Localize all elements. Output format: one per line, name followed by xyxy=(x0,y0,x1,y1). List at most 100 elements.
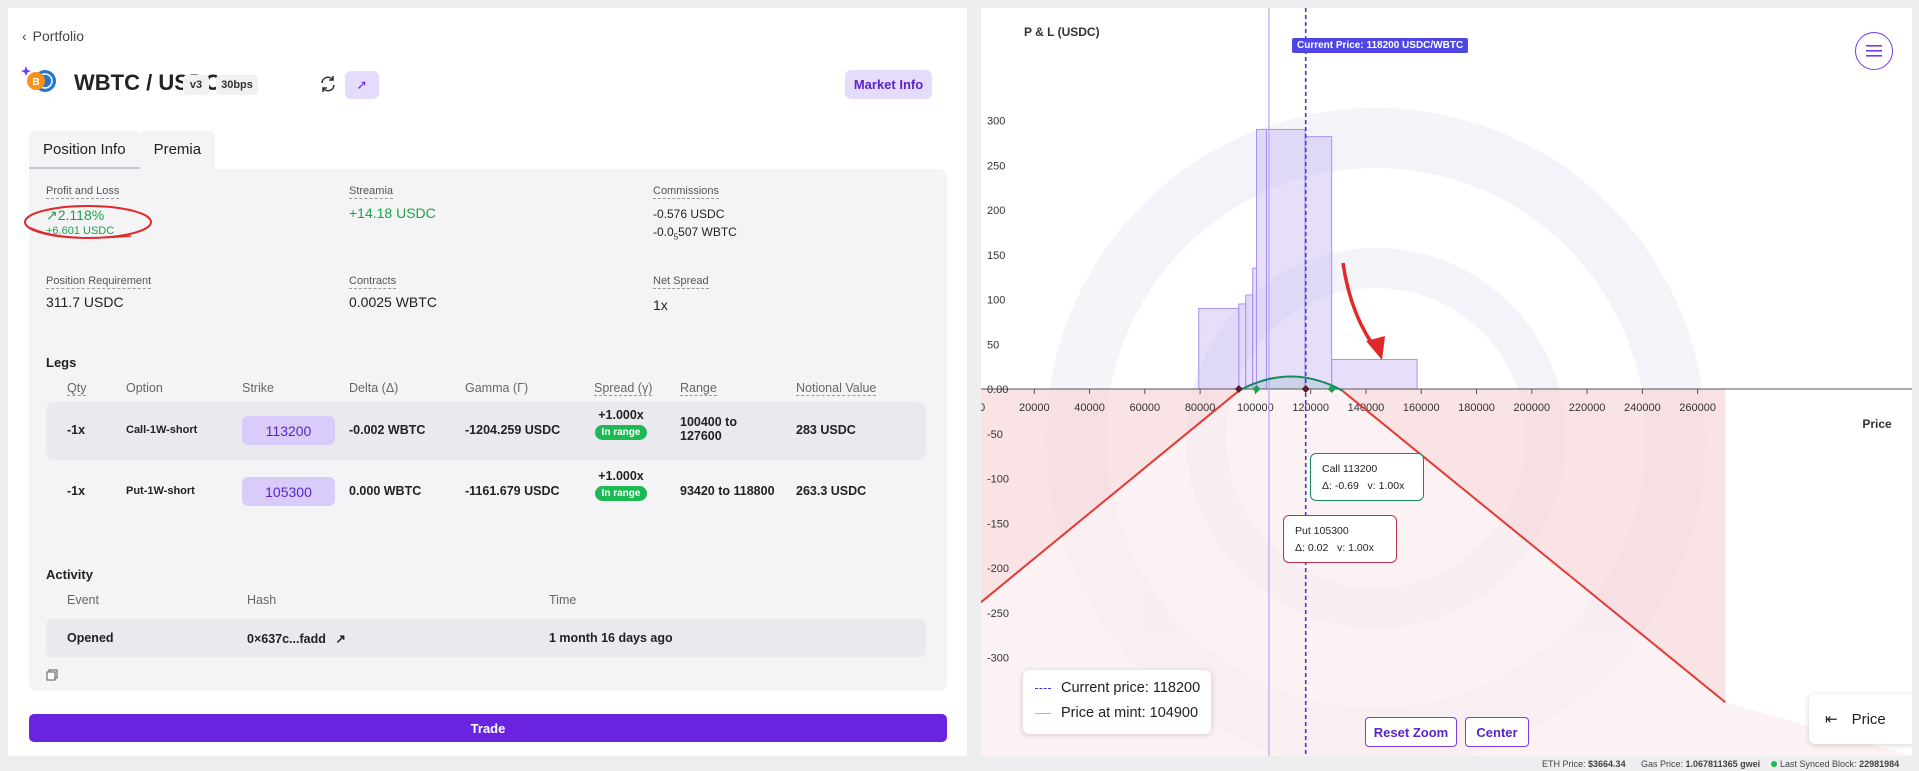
pnl-label: Profit and Loss xyxy=(46,185,120,199)
pnl-usdc: +6.601 USDC xyxy=(46,225,115,237)
strike-marker xyxy=(1301,385,1310,393)
call-callout: Call 113200 Δ: -0.69 v: 1.00x xyxy=(1310,453,1424,501)
strike-marker xyxy=(1252,385,1261,393)
x-tick-label: 80000 xyxy=(1185,402,1216,414)
external-link-icon: ↗ xyxy=(335,632,346,646)
leg-strike[interactable]: 105300 xyxy=(242,477,335,506)
activity-header-time: Time xyxy=(549,593,577,607)
legs-header-spread: Spread (γ) xyxy=(594,381,653,396)
share-arrow-icon: ➚ xyxy=(356,77,368,92)
loss-area-lower xyxy=(981,389,1912,756)
x-tick-label: 180000 xyxy=(1458,402,1495,414)
eth-price: ETH Price: $3664.34 xyxy=(1542,759,1626,769)
position-requirement-value: 311.7 USDC xyxy=(46,294,124,310)
legs-header-range: Range xyxy=(680,381,717,396)
profit-area xyxy=(1238,375,1343,389)
y-tick-label: 100 xyxy=(987,295,1005,307)
price-axis-toggle[interactable]: ⇤ Price xyxy=(1809,694,1912,744)
pnl-chart[interactable]: 00 20000 40000 60000 80000 100000 120000 140000… xyxy=(981,8,1912,756)
x-tick-label: 160000 xyxy=(1403,402,1440,414)
y-tick-label: 150 xyxy=(987,250,1005,262)
share-button[interactable]: ➚ xyxy=(345,71,379,99)
y-tick-label: -200 xyxy=(987,563,1009,575)
position-panel: ‹ Portfolio B WBTC / USDC v3 30bps ➚ Mar… xyxy=(8,8,967,756)
histogram-bar xyxy=(1265,128,1306,390)
y-tick-label: 300 xyxy=(987,116,1005,128)
hamburger-icon xyxy=(1866,45,1882,57)
refresh-icon[interactable] xyxy=(318,74,338,94)
pnl-line-right xyxy=(1341,390,1726,704)
y-tick-label: -300 xyxy=(987,653,1009,665)
net-spread-value: 1x xyxy=(653,297,668,313)
contracts-value: 0.0025 WBTC xyxy=(349,294,437,310)
legs-title: Legs xyxy=(46,355,77,370)
y-tick-label: -50 xyxy=(987,429,1003,441)
put-callout-delta: Δ: 0.02 xyxy=(1295,542,1329,554)
version-chip: v3 xyxy=(183,75,209,95)
activity-hash-link[interactable]: 0×637c...fadd ↗ xyxy=(247,632,346,646)
x-tick-label: 100000 xyxy=(1237,402,1274,414)
call-callout-delta: Δ: -0.69 xyxy=(1322,480,1359,492)
histogram-bar xyxy=(1304,136,1333,390)
trade-button[interactable]: Trade xyxy=(29,714,947,742)
leg-delta: -0.002 WBTC xyxy=(349,423,426,437)
legend-price-at-mint: Price at mint: 104900 xyxy=(1035,705,1198,721)
x-tick-label: 200000 xyxy=(1513,402,1550,414)
y-tick-label: -250 xyxy=(987,608,1009,620)
x-tick-label: 40000 xyxy=(1074,402,1105,414)
leg-qty: -1x xyxy=(67,484,86,498)
leg-range: 100400 to 127600 xyxy=(680,415,737,443)
reset-zoom-button[interactable]: Reset Zoom xyxy=(1365,717,1457,747)
legs-row[interactable]: -1x Put-1W-short 105300 0.000 WBTC -1161… xyxy=(46,463,926,521)
tab-premia[interactable]: Premia xyxy=(139,131,216,169)
back-label: Portfolio xyxy=(32,28,85,44)
leg-delta: 0.000 WBTC xyxy=(349,484,422,498)
position-info-card: Profit and Loss ↗2.118% +6.601 USDC Stre… xyxy=(24,169,947,691)
legs-header-strike: Strike xyxy=(242,381,274,395)
center-button[interactable]: Center xyxy=(1465,717,1529,747)
legs-row[interactable]: -1x Call-1W-short 113200 -0.002 WBTC -12… xyxy=(46,402,926,460)
collapse-left-icon: ⇤ xyxy=(1825,711,1838,728)
pnl-line-left xyxy=(981,390,1240,604)
legend-current-price: Current price: 118200 xyxy=(1035,680,1200,696)
activity-header-hash: Hash xyxy=(247,593,277,607)
x-tick-label: 220000 xyxy=(1569,402,1606,414)
x-tick-label: 240000 xyxy=(1624,402,1661,414)
leg-notional: 263.3 USDC xyxy=(796,484,867,498)
y-tick-label: 200 xyxy=(987,205,1005,217)
put-callout: Put 105300 Δ: 0.02 v: 1.00x xyxy=(1283,515,1397,563)
commissions-wbtc: -0.05507 WBTC xyxy=(653,225,737,242)
strike-marker xyxy=(1327,385,1336,393)
x-tick-label: 20000 xyxy=(1019,402,1050,414)
streamia-value: +14.18 USDC xyxy=(349,205,436,221)
leg-qty: -1x xyxy=(67,423,86,437)
call-callout-title: Call 113200 xyxy=(1322,463,1378,475)
y-axis-label: P & L (USDC) xyxy=(1024,25,1100,39)
put-callout-vol: v: 1.00x xyxy=(1337,542,1374,554)
activity-time: 1 month 16 days ago xyxy=(549,631,673,645)
tab-position-info[interactable]: Position Info xyxy=(29,131,140,169)
back-link[interactable]: ‹ Portfolio xyxy=(22,28,84,44)
x-tick-label: 120000 xyxy=(1292,402,1329,414)
x-tick-label: 140000 xyxy=(1348,402,1385,414)
pnl-percent: ↗2.118% xyxy=(46,207,105,223)
leg-strike[interactable]: 113200 xyxy=(242,416,335,445)
histogram-bar xyxy=(1238,303,1247,390)
contracts-label: Contracts xyxy=(349,275,397,289)
svg-text:B: B xyxy=(32,77,39,88)
leg-option: Call-1W-short xyxy=(126,424,198,436)
red-arrow-head xyxy=(1366,336,1385,360)
chart-legend: Current price: 118200 Price at mint: 104… xyxy=(1023,670,1211,734)
commissions-label: Commissions xyxy=(653,185,720,199)
histogram-bar xyxy=(1198,307,1240,390)
chart-menu-button[interactable] xyxy=(1855,32,1893,70)
x-tick-label: 260000 xyxy=(1679,402,1716,414)
market-info-button[interactable]: Market Info xyxy=(845,70,932,99)
activity-row: Opened 0×637c...fadd ↗ 1 month 16 days a… xyxy=(46,619,926,657)
activity-title: Activity xyxy=(46,567,93,582)
in-range-badge: In range xyxy=(594,486,648,501)
last-synced-block: Last Synced Block: 22981984 xyxy=(1771,759,1899,769)
x-tick-label: 60000 xyxy=(1130,402,1161,414)
copy-icon[interactable] xyxy=(46,669,58,681)
leg-spread: +1.000x In range xyxy=(592,408,650,440)
